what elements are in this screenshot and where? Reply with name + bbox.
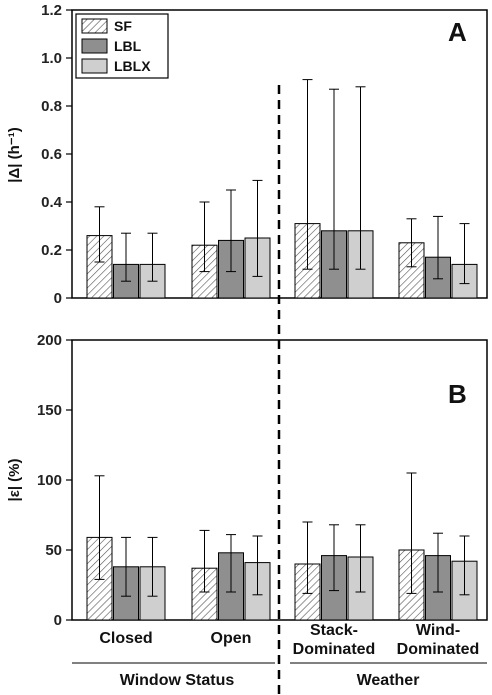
panel-a-bars xyxy=(86,79,478,299)
panel-a-y-ticks: 0 0.2 0.4 0.6 0.8 1.0 1.2 xyxy=(41,2,72,307)
panel-a-tick-label: 1.0 xyxy=(41,50,62,67)
panel-a-tick-label: 0.6 xyxy=(41,146,62,163)
legend-swatch-lbl xyxy=(81,38,108,54)
panel-a-tick-label: 0.4 xyxy=(41,194,63,211)
category-label-stack-line2: Dominated xyxy=(293,641,376,658)
legend-swatch-lblx xyxy=(81,58,108,74)
group-label-window-status: Window Status xyxy=(120,672,235,689)
legend-entry-lblx: LBLX xyxy=(114,58,151,74)
panel-a-tick-label: 0.8 xyxy=(41,98,62,115)
panel-b-tick-label: 200 xyxy=(37,332,62,349)
legend-entry-lbl: LBL xyxy=(114,38,142,54)
panel-a-tick-label: 1.2 xyxy=(41,2,62,19)
panel-a-label: A xyxy=(448,17,467,47)
legend-entry-sf: SF xyxy=(114,18,132,34)
legend: SF LBL LBLX xyxy=(75,13,169,79)
panel-b-label: B xyxy=(448,379,467,409)
panel-b: 0 50 100 150 200 B |ε| (%) xyxy=(6,332,488,629)
category-label-wind-line1: Wind- xyxy=(416,622,460,639)
category-label-stack-line1: Stack- xyxy=(310,622,358,639)
panel-a: 0 0.2 0.4 0.6 0.8 1.0 1.2 A |Δ| (h⁻¹) SF LBL L… xyxy=(6,2,488,307)
panel-b-tick-label: 100 xyxy=(37,472,62,489)
panel-b-y-axis-label: |ε| (%) xyxy=(6,458,23,501)
panel-b-tick-label: 50 xyxy=(45,542,62,559)
panel-a-y-axis-label: |Δ| (h⁻¹) xyxy=(6,127,23,182)
group-label-weather: Weather xyxy=(357,672,420,689)
panel-b-bars xyxy=(86,472,478,621)
x-category-labels: Closed Open Stack- Dominated Wind- Domin… xyxy=(99,622,479,658)
panel-b-tick-label: 150 xyxy=(37,402,62,419)
panel-b-y-ticks: 0 50 100 150 200 xyxy=(37,332,72,629)
panel-a-tick-label: 0 xyxy=(54,290,62,307)
legend-swatch-sf xyxy=(81,18,108,34)
panel-a-tick-label: 0.2 xyxy=(41,242,62,259)
category-label-open: Open xyxy=(211,630,252,647)
category-label-wind-line2: Dominated xyxy=(397,641,480,658)
category-label-closed: Closed xyxy=(99,630,152,647)
panel-b-tick-label: 0 xyxy=(54,612,62,629)
